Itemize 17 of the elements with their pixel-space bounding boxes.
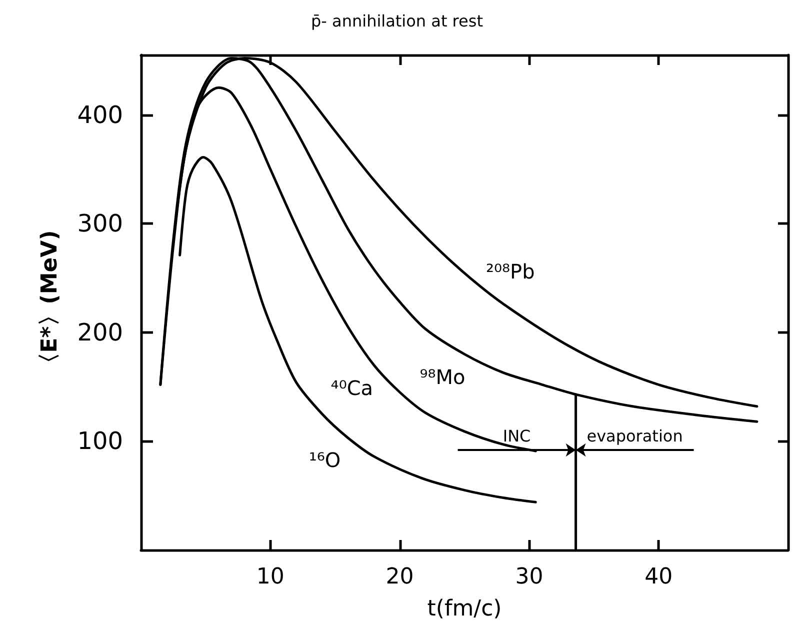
series-label: ⁴⁰Ca (330, 376, 374, 400)
y-tick-label: 300 (77, 210, 123, 238)
chart-title: p̄- annihilation at rest (311, 12, 483, 30)
y-tick-label: 200 (77, 318, 123, 346)
series-label: ²⁰⁸Pb (486, 259, 535, 284)
series-label: ⁹⁸Mo (420, 365, 466, 390)
x-tick-label: 20 (386, 564, 414, 590)
y-tick-label: 100 (77, 427, 123, 456)
x-tick-label: 10 (256, 564, 284, 590)
annotation: evaporation (586, 426, 683, 446)
y-tick-label: 400 (77, 100, 123, 129)
x-tick-label: 30 (515, 564, 544, 590)
x-tick-label: 40 (644, 564, 673, 590)
y-axis-title: 〈E*〉(MeV) (38, 230, 62, 375)
x-axis-title: t(fm/c) (427, 596, 502, 622)
series-label: ¹⁶O (308, 448, 341, 472)
annotation: INC (502, 426, 531, 446)
